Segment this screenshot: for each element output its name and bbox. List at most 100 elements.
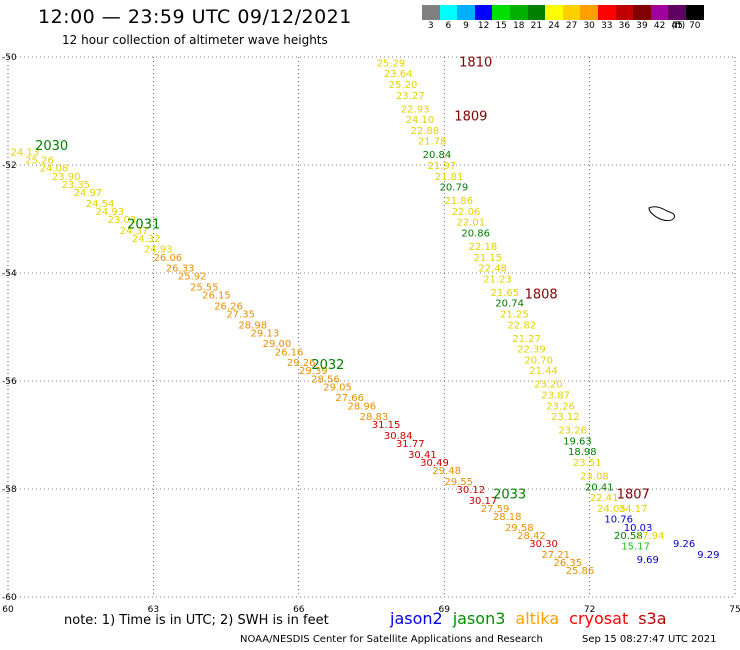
altimeter-tracks: 24.1325.2624.0823.9023.3524.9724.5424.93…: [11, 55, 720, 577]
wave-height-label: 21.27: [512, 334, 541, 345]
wave-height-label: 22.88: [410, 126, 439, 137]
wave-height-label: 29.26: [287, 358, 316, 369]
wave-height-label: 30.49: [420, 458, 449, 469]
wave-height-label: 31.77: [396, 439, 425, 450]
footer-note: note: 1) Time is in UTC; 2) SWH is in fe…: [64, 613, 329, 628]
island-outline: [648, 206, 675, 222]
wave-height-label: 26.35: [553, 558, 582, 569]
wave-height-label: 20.84: [423, 150, 452, 161]
wave-height-label: 27.66: [335, 393, 364, 404]
legend-label: 21: [530, 21, 543, 31]
wave-height-label: 30.30: [529, 539, 558, 550]
wave-height-label: 20.79: [440, 183, 469, 194]
wave-height-label: 21.15: [473, 253, 502, 264]
wave-height-label: 21.78: [418, 137, 447, 148]
legend-swatch: [580, 5, 598, 20]
wave-height-label: 26.16: [275, 347, 304, 358]
latitude-tick-label: -56: [2, 377, 17, 387]
wave-height-label: 24.05: [597, 504, 626, 515]
wave-height-label: 24.93: [95, 207, 124, 218]
wave-height-label: 24.37: [120, 226, 149, 237]
wave-height-label: 26.26: [214, 301, 243, 312]
wave-height-label: 28.96: [347, 401, 376, 412]
wave-height-label: 20.74: [495, 299, 524, 310]
latitude-tick-label: -54: [2, 269, 17, 279]
wave-height-label: 24.13: [11, 148, 40, 159]
wave-height-label: 26.06: [154, 253, 183, 264]
pass-time-label: 1809: [454, 109, 487, 124]
wave-height-label: 25.86: [566, 566, 595, 577]
wave-height-label: 22.01: [457, 218, 486, 229]
satellite-legend-item: jason3: [452, 609, 506, 628]
wave-height-label: 30.84: [384, 431, 413, 442]
wave-height-label: 21.23: [483, 274, 512, 285]
pass-time-label: 1807: [617, 487, 650, 502]
legend-label: 15: [495, 21, 507, 31]
wave-height-label: 9.29: [697, 550, 719, 561]
legend-label: 12: [477, 21, 490, 31]
wave-height-label: 23.64: [384, 69, 413, 80]
wave-height-label: 27.59: [481, 504, 510, 515]
legend-label: 9: [463, 21, 469, 31]
legend-label: 42: [653, 21, 666, 31]
legend-unit: (ft): [671, 21, 686, 31]
wave-height-label: 23.20: [534, 380, 563, 391]
map-ticks: 60 63 66 69 72 75 -50 -52 -54 -56 -58 -60: [2, 53, 740, 615]
legend-label: 18: [513, 21, 525, 31]
satellite-legend: jason2 jason3 altika cryosat s3a: [390, 609, 677, 628]
wave-height-label: 23.26: [558, 426, 587, 437]
wave-height-label: 26.33: [166, 264, 195, 275]
longitude-tick-label: 72: [584, 605, 595, 615]
legend-label: 70: [689, 21, 701, 31]
legend-swatch: [439, 5, 458, 20]
legend-swatch: [668, 5, 686, 20]
wave-height-label: 30.12: [457, 485, 486, 496]
wave-height-label: 20.86: [461, 229, 490, 240]
pass-time-label: 2031: [127, 217, 160, 232]
wave-height-label: 27.21: [541, 550, 570, 561]
wave-height-label: 30.17: [469, 496, 498, 507]
latitude-tick-label: -60: [2, 593, 17, 603]
wave-height-label: 24.08: [40, 164, 69, 175]
wave-height-label: 26.15: [202, 291, 231, 302]
footer-timestamp: Sep 15 08:27:47 UTC 2021: [582, 634, 717, 645]
pass-time-label: 1808: [525, 288, 558, 303]
wave-height-label: 29.05: [323, 382, 352, 393]
longitude-tick-label: 60: [2, 605, 14, 615]
wave-height-label: 25.29: [377, 58, 406, 69]
wave-height-label: 23.51: [573, 458, 602, 469]
footer-credit: NOAA/NESDIS Center for Satellite Applica…: [240, 634, 543, 645]
wave-height-label: 23.35: [62, 180, 91, 191]
legend-swatch: [615, 5, 634, 20]
wave-height-label: 19.63: [563, 436, 592, 447]
wave-height-label: 28.83: [360, 412, 389, 423]
legend-label: 27: [565, 21, 578, 31]
altimeter-track: 24.1325.2624.0823.9023.3524.9724.5424.93…: [11, 139, 595, 577]
wave-height-label: 29.48: [432, 466, 461, 477]
wave-height-label: 23.12: [551, 412, 580, 423]
legend-swatch: [492, 5, 510, 20]
satellite-legend-item: cryosat: [569, 609, 629, 628]
wave-height-label: 24.54: [86, 199, 115, 210]
wave-height-label: 24.97: [74, 188, 103, 199]
map-title: 12:00 — 23:59 UTC 09/12/2021: [38, 6, 352, 28]
legend-swatch: [650, 5, 669, 20]
wave-height-label: 23.26: [546, 401, 575, 412]
wave-height-label: 24.10: [406, 115, 435, 126]
pass-time-label: 2030: [35, 139, 68, 154]
legend-label: 30: [583, 21, 595, 31]
latitude-tick-label: -58: [2, 485, 17, 495]
wave-height-label: 28.18: [493, 512, 522, 523]
legend-swatch: [422, 5, 440, 20]
wave-height-label: 20.70: [524, 355, 553, 366]
wave-height-label: 29.58: [505, 523, 534, 534]
legend-swatch: [457, 5, 475, 20]
legend-label: 3: [427, 21, 434, 31]
satellite-legend-item: s3a: [638, 609, 667, 628]
legend-swatch: [545, 5, 563, 20]
wave-height-label: 15.17: [621, 542, 650, 553]
wave-height-label: 29.13: [251, 328, 280, 339]
legend-label: 36: [618, 21, 631, 31]
